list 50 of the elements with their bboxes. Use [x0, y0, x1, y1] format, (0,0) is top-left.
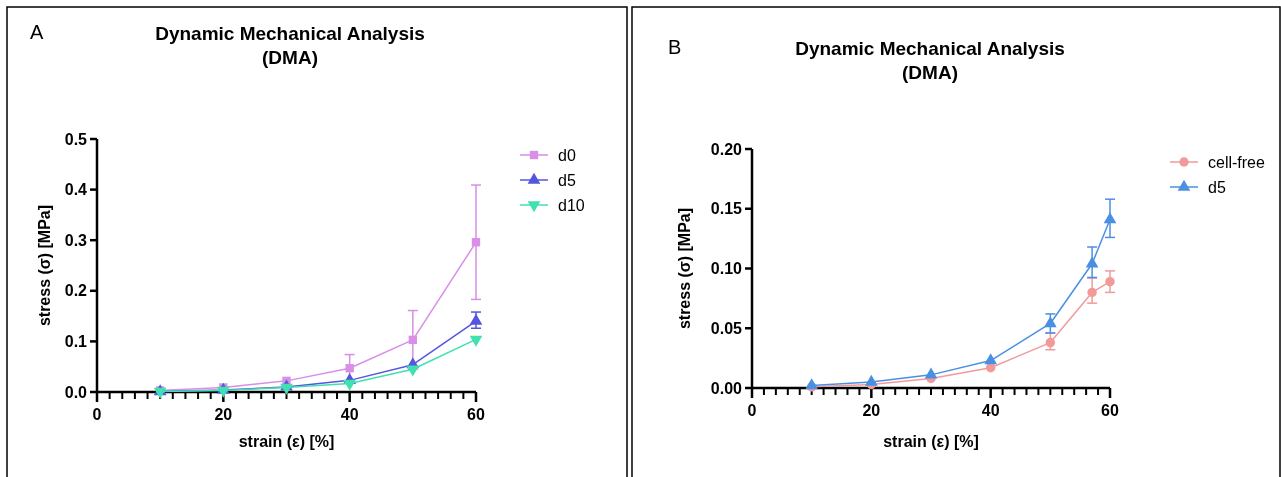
y-tick-label: 0.0	[64, 383, 88, 401]
y-tick-label: 0.00	[710, 379, 743, 397]
point	[345, 364, 354, 373]
y-tick-label: 0.15	[710, 200, 743, 218]
text: A	[30, 21, 44, 44]
point	[1103, 212, 1117, 224]
y-tick-label: 0.20	[710, 140, 743, 158]
point	[864, 374, 878, 386]
point	[1085, 256, 1099, 268]
point	[471, 238, 481, 247]
point	[1105, 276, 1115, 287]
x-tick-label: 20	[214, 406, 233, 423]
x-axis-title: strain (ε) [%]	[238, 433, 335, 450]
legend-label: d0	[558, 146, 576, 164]
point	[924, 367, 938, 379]
point	[406, 365, 420, 377]
legend-label: d5	[1208, 178, 1226, 196]
chart-title: Dynamic Mechanical Analysis (DMA)	[795, 38, 1065, 83]
x-tick-label: 40	[340, 406, 359, 423]
y-axis-title: stress (σ) [MPa]	[36, 204, 53, 327]
chart-title: Dynamic Mechanical Analysis (DMA)	[155, 23, 425, 68]
point	[1043, 316, 1057, 328]
y-tick-label: 0.4	[64, 181, 88, 199]
point	[343, 379, 357, 391]
y-tick-label: 0.10	[710, 260, 743, 278]
y-tick-label: 0.3	[64, 231, 88, 249]
point	[469, 335, 483, 347]
point	[805, 378, 819, 390]
point	[1045, 337, 1056, 348]
x-tick-label: 0	[92, 406, 102, 423]
x-tick-label: 40	[981, 402, 1000, 419]
text: B	[668, 36, 682, 59]
y-tick-label: 0.1	[64, 333, 88, 350]
point	[1087, 287, 1097, 298]
x-axis-title: strain (ε) [%]	[883, 433, 979, 450]
point	[280, 383, 293, 395]
y-tick-label: 0.2	[64, 282, 88, 300]
legend-label: cell-free	[1208, 153, 1266, 171]
point	[408, 335, 418, 345]
point	[984, 353, 998, 365]
x-tick-label: 60	[1101, 402, 1119, 419]
x-tick-label: 60	[467, 406, 485, 423]
x-tick-label: 0	[747, 402, 757, 419]
y-tick-label: 0.05	[710, 319, 743, 337]
legend-label: d5	[558, 171, 576, 189]
y-tick-label: 0.5	[64, 130, 88, 148]
point	[216, 386, 230, 398]
x-tick-label: 20	[862, 402, 881, 419]
legend-label: d10	[558, 196, 585, 214]
y-axis-title: stress (σ) [MPa]	[676, 207, 693, 330]
